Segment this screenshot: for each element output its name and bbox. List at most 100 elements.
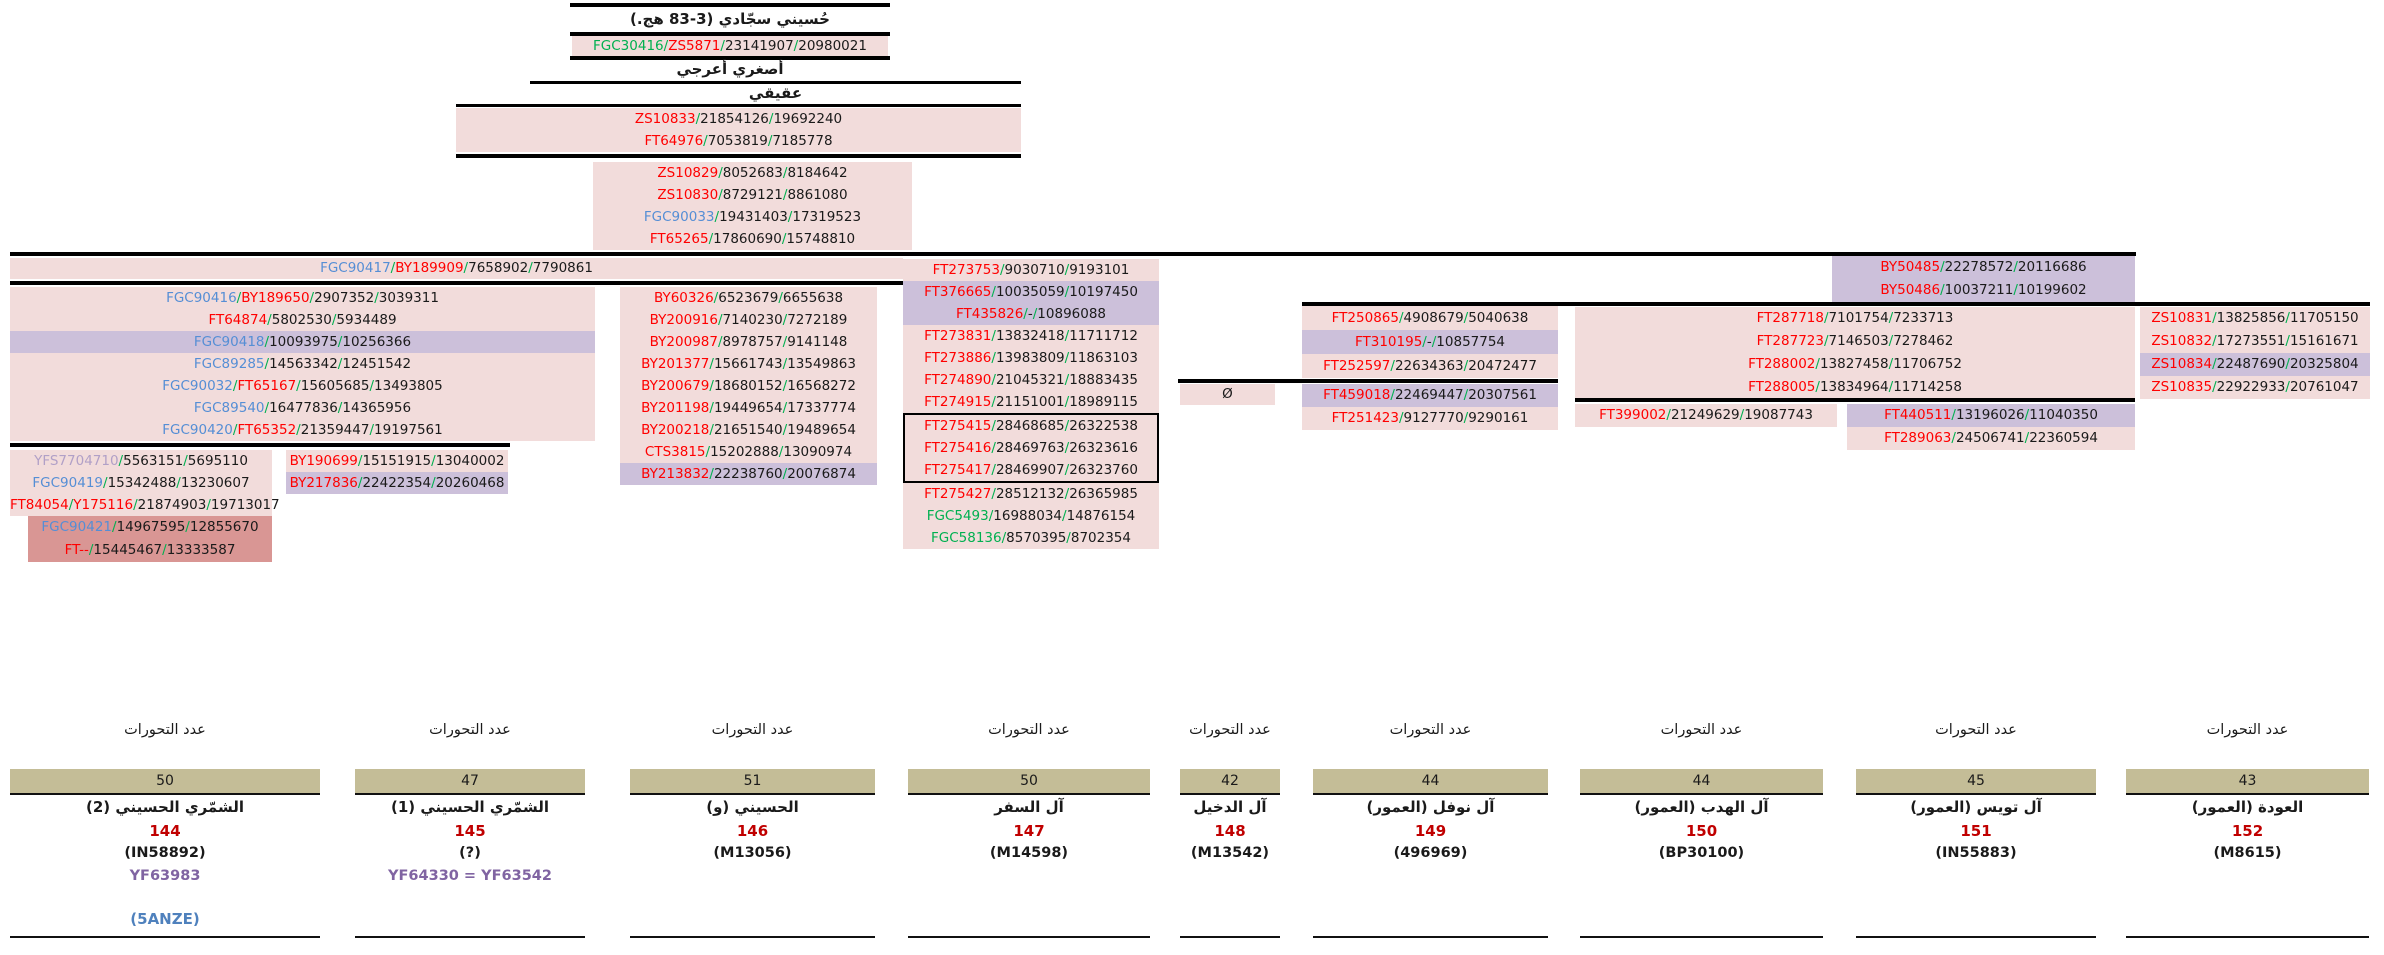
lineage-number: 151 bbox=[1960, 822, 1992, 840]
snp-part: 16988034 bbox=[993, 508, 1062, 524]
separator: / bbox=[1064, 328, 1070, 344]
separator: / bbox=[2013, 259, 2018, 275]
separator: / bbox=[991, 284, 996, 300]
separator: / bbox=[337, 334, 343, 350]
snp-part: 6655638 bbox=[782, 290, 844, 306]
separator: / bbox=[390, 260, 396, 276]
snp-part: FT399002 bbox=[1599, 407, 1667, 423]
snp-part: FT288002 bbox=[1748, 356, 1816, 372]
yfull-id: YF63983 bbox=[129, 868, 201, 884]
separator: / bbox=[991, 462, 996, 478]
clan-name: آل الدخيل bbox=[1193, 798, 1267, 816]
separator: / bbox=[1390, 358, 1395, 374]
separator: / bbox=[1823, 333, 1829, 349]
separator: / bbox=[782, 187, 788, 203]
snp-row: FT275417/28469907/26323760 bbox=[905, 459, 1157, 481]
snp-part: 21045321 bbox=[995, 372, 1065, 388]
separator: / bbox=[767, 133, 773, 149]
clan-name: الشمّري الحسيني (2) bbox=[85, 798, 245, 816]
separator: / bbox=[2285, 310, 2290, 326]
mutation-count-bar: 50 bbox=[10, 769, 320, 795]
mutation-count-bar: 50 bbox=[908, 769, 1150, 795]
clan-name: آل الهدب (العمور) bbox=[1634, 798, 1769, 816]
separator: / bbox=[68, 497, 74, 513]
separator: / bbox=[1463, 387, 1469, 403]
snp-part: BY50485 bbox=[1880, 259, 1941, 275]
snp-part: 12855670 bbox=[189, 519, 259, 535]
lineage-number: 152 bbox=[2231, 822, 2264, 840]
snp-part: 13549863 bbox=[787, 356, 856, 372]
snp-row: BY201198/19449654/17337774 bbox=[620, 397, 877, 419]
separator: / bbox=[296, 378, 301, 394]
snp-block-ft459: FT459018/22469447/20307561 FT251423/91277… bbox=[1302, 384, 1558, 430]
snp-part: FT65352 bbox=[237, 422, 297, 438]
snp-part: FT250865 bbox=[1331, 310, 1399, 326]
separator: / bbox=[337, 356, 343, 372]
separator: / bbox=[1064, 262, 1070, 278]
snp-part: 17860690 bbox=[713, 231, 782, 247]
separator: / bbox=[88, 542, 94, 558]
column-underline bbox=[1313, 936, 1548, 938]
snp-row: FGC90032/FT65167/15605685/13493805 bbox=[10, 375, 595, 397]
separator: / bbox=[2024, 407, 2030, 423]
snp-part: FT65167 bbox=[237, 378, 297, 394]
snp-row: BY200679/18680152/16568272 bbox=[620, 375, 877, 397]
separator: / bbox=[1951, 430, 1956, 446]
snp-part: FT274890 bbox=[924, 372, 992, 388]
snp-part: 13825856 bbox=[2216, 310, 2286, 326]
snp-part: 6523679 bbox=[718, 290, 779, 306]
separator: / bbox=[2212, 379, 2217, 395]
separator: / bbox=[1463, 358, 1469, 374]
separator: / bbox=[374, 290, 379, 306]
separator: / bbox=[1888, 379, 1894, 395]
clan-column: عدد التحورات 43 العودة (العمور) 152 (M8615) bbox=[2126, 712, 2369, 940]
separator: / bbox=[1951, 407, 1956, 423]
snp-part: FGC90421 bbox=[41, 519, 113, 535]
snp-part: 5563151 bbox=[123, 453, 184, 469]
separator: / bbox=[991, 328, 996, 344]
snp-part: 23141907 bbox=[724, 38, 794, 54]
snp-part: 9141148 bbox=[787, 334, 848, 350]
snp-row: FT252597/22634363/20472477 bbox=[1302, 354, 1558, 378]
snp-part: 26365985 bbox=[1069, 486, 1138, 502]
snp-part: FGC90416 bbox=[166, 290, 237, 306]
snp-part: ZS10829 bbox=[657, 165, 719, 181]
snp-part: 15161671 bbox=[2289, 333, 2359, 349]
snp-row: FGC5493/16988034/14876154 bbox=[903, 505, 1159, 527]
snp-row: Ø bbox=[1180, 384, 1275, 405]
separator: / bbox=[781, 231, 787, 247]
mutation-count-label: عدد التحورات bbox=[1935, 722, 2017, 738]
separator: / bbox=[112, 519, 117, 535]
separator: / bbox=[431, 475, 436, 491]
snp-row: ZS10831/13825856/11705150 bbox=[2140, 307, 2370, 330]
tree-root-title: حُسيني سجّادي (3-83 هج.) bbox=[630, 10, 830, 28]
snp-row: BY50485/22278572/20116686 bbox=[1832, 256, 2135, 279]
separator: / bbox=[713, 290, 719, 306]
snp-block-ft27-tail: FT275427/28512132/26365985 FGC5493/169880… bbox=[903, 483, 1159, 549]
snp-part: 19431403 bbox=[719, 209, 788, 225]
divider-line bbox=[456, 104, 1021, 107]
snp-row: ZS10832/17273551/15161671 bbox=[2140, 330, 2370, 353]
snp-part: 20761047 bbox=[2289, 379, 2359, 395]
snp-part: FT65265 bbox=[649, 231, 709, 247]
snp-part: BY201198 bbox=[641, 400, 710, 416]
separator: / bbox=[1398, 310, 1404, 326]
snp-part: FT84054 bbox=[10, 497, 69, 513]
divider-line bbox=[570, 32, 890, 36]
separator: / bbox=[1431, 334, 1437, 350]
snp-block-ft440: FT440511/13196026/11040350 FT289063/24506… bbox=[1847, 404, 2135, 450]
snp-part: BY213832 bbox=[641, 466, 710, 482]
snp-part: 10857754 bbox=[1436, 334, 1506, 350]
snp-row: FT251423/9127770/9290161 bbox=[1302, 407, 1558, 430]
snp-part: FT252597 bbox=[1323, 358, 1391, 374]
separator: / bbox=[1888, 310, 1894, 326]
snp-part: FGC90418 bbox=[193, 334, 265, 350]
snp-part: FT-- bbox=[64, 542, 89, 558]
separator: / bbox=[1064, 284, 1070, 300]
separator: / bbox=[232, 422, 238, 438]
snp-part: 21874903 bbox=[137, 497, 207, 513]
column-underline bbox=[1580, 936, 1823, 938]
snp-part: 13196026 bbox=[1955, 407, 2025, 423]
snp-part: FT274915 bbox=[924, 394, 992, 410]
snp-part: ZS10832 bbox=[2151, 333, 2213, 349]
